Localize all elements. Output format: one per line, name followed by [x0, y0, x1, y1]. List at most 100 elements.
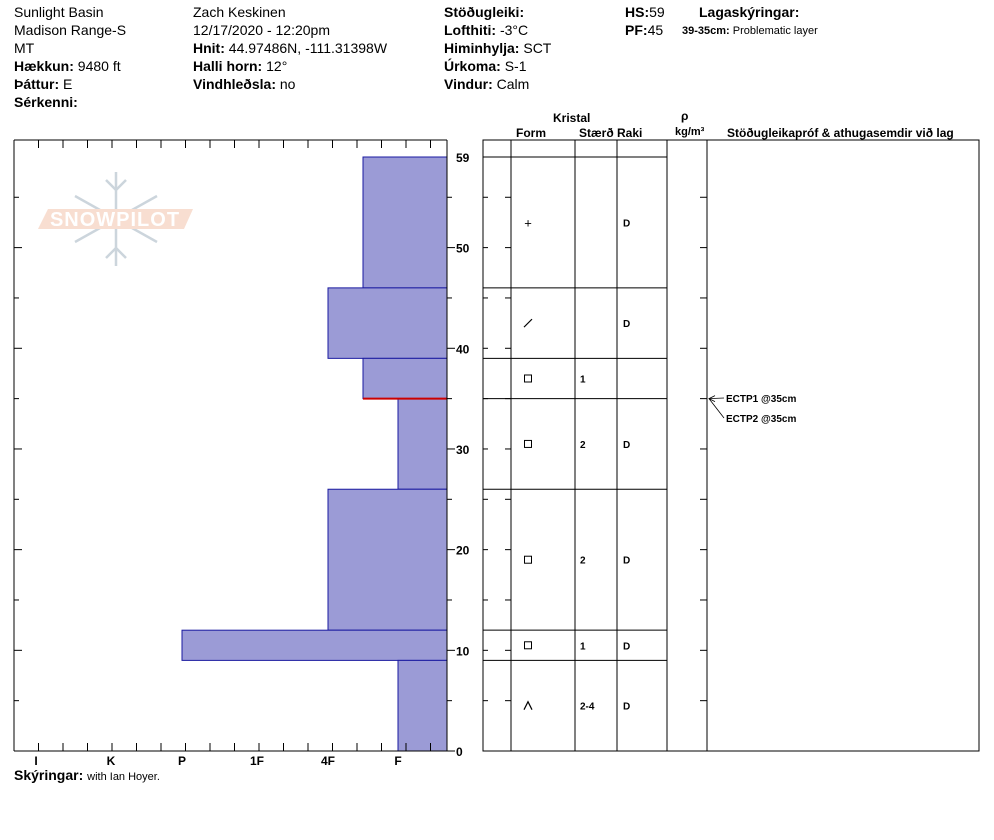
comments-label: Skýringar: [14, 767, 84, 783]
logo-banner [38, 209, 193, 229]
pf-field: PF:45 [625, 22, 663, 38]
hardness-label-P: P [178, 754, 186, 768]
chart-frame: 0 10 20 30 40 50 59 I K P 1F 4F F [13, 139, 470, 768]
hs-field: HS:59 [625, 4, 665, 20]
coords-label: Hnit: [193, 40, 225, 56]
hardness-label-K: K [107, 754, 116, 768]
test-pointer-line-2 [708, 398, 725, 419]
hardness-layer-bar-4 [397, 398, 448, 490]
coords-value: 44.97486N, -111.31398W [228, 40, 388, 56]
snowpilot-logo: SNOWPILOT [38, 172, 193, 266]
aspect-field: Þáttur: E [14, 76, 72, 92]
facets-icon [524, 641, 532, 650]
layer-moisture: D [623, 440, 630, 451]
hardness-label-4F: 4F [321, 754, 335, 768]
stability-label: Stöðugleiki: [444, 4, 525, 20]
depth-tick-label-59: 59 [456, 151, 470, 165]
crystal-header: Kristal [553, 111, 591, 125]
layer-grain-size: 2-4 [580, 702, 595, 713]
layer-moisture: D [623, 319, 630, 330]
tests-header: Stöðugleikapróf & athugasemdir við lag [727, 126, 954, 140]
observation-datetime: 12/17/2020 - 12:20pm [193, 22, 330, 38]
sky-value: SCT [523, 40, 552, 56]
hardness-layer-bar-3 [362, 357, 448, 400]
rho-header: ρ [681, 109, 689, 123]
pf-value: 45 [647, 22, 664, 38]
facets-icon [524, 439, 532, 448]
wind-loading-field: Vindhleðsla: no [193, 76, 295, 92]
form-header: Form [516, 126, 546, 140]
layer-table: + D D 1 2 D 2 D 1 D 2-4 D [482, 139, 980, 752]
test-arrowhead-icon [708, 395, 716, 402]
logo-text: SNOWPILOT [50, 209, 180, 231]
layer-moisture: D [623, 702, 630, 713]
wind-value: Calm [496, 76, 530, 92]
depth-tick-label-0: 0 [456, 745, 463, 759]
test-label-2: ECTP2 @35cm [726, 414, 796, 425]
layer-moisture: D [623, 218, 630, 229]
decomposing-icon [523, 318, 533, 328]
hardness-layer-bar-5 [327, 488, 448, 631]
depth-tick-label-50: 50 [456, 242, 470, 256]
precip-label: Úrkoma: [444, 58, 501, 74]
wind-loading-value: no [279, 76, 296, 92]
test-label-1: ECTP1 @35cm [726, 394, 796, 405]
slope-value: 12° [266, 58, 288, 74]
air-temp-value: -3°C [499, 22, 529, 38]
test-pointer-line-1 [708, 397, 725, 400]
hardness-label-F: F [394, 754, 401, 768]
hardness-layer-bar-1 [362, 156, 448, 289]
sky-label: Himinhylja: [444, 40, 520, 56]
layer-grain-size: 1 [580, 374, 586, 385]
layer-grain-size: 1 [580, 641, 586, 652]
comments-field: Skýringar: with Ian Hoyer. [14, 767, 160, 783]
hardness-profile [181, 156, 448, 752]
stability-tests: ECTP1 @35cm ECTP2 @35cm [708, 394, 796, 425]
precip-field: Úrkoma: S-1 [444, 58, 526, 74]
features-label: Sérkenni: [14, 94, 78, 110]
depth-hoar-icon [523, 700, 533, 710]
elevation-label: Hækkun: [14, 58, 74, 74]
legend-entry-value: Problematic layer [732, 25, 818, 37]
hardness-layer-bar-6 [181, 629, 448, 661]
facets-icon [524, 555, 532, 564]
hs-label: HS: [625, 4, 650, 20]
location-name: Sunlight Basin [14, 4, 104, 20]
moisture-header: Raki [617, 126, 643, 140]
depth-tick-label-10: 10 [456, 644, 470, 658]
hardness-label-1F: 1F [250, 754, 264, 768]
state-name: MT [14, 40, 35, 56]
comments-value: with Ian Hoyer. [87, 771, 160, 783]
wind-field: Vindur: Calm [444, 76, 529, 92]
elevation-value: 9480 ft [77, 58, 121, 74]
pf-label: PF: [625, 22, 648, 38]
layer-grain-size: 2 [580, 440, 586, 451]
sky-field: Himinhylja: SCT [444, 40, 551, 56]
elevation-field: Hækkun: 9480 ft [14, 58, 121, 74]
density-unit-header: kg/m³ [675, 126, 705, 138]
air-temp-field: Lofthiti: -3°C [444, 22, 528, 38]
air-temp-label: Lofthiti: [444, 22, 497, 38]
range-name: Madison Range-S [14, 22, 127, 38]
aspect-value: E [63, 76, 73, 92]
facets-icon [524, 374, 532, 383]
observer-name: Zach Keskinen [193, 4, 286, 20]
coords-field: Hnit: 44.97486N, -111.31398W [193, 40, 387, 56]
layer-grain-size: 2 [580, 556, 586, 567]
slope-label: Halli horn: [193, 58, 263, 74]
depth-tick-label-40: 40 [456, 342, 470, 356]
aspect-label: Þáttur: [14, 76, 60, 92]
snowflake-icon [74, 172, 158, 266]
wind-loading-label: Vindhleðsla: [193, 76, 276, 92]
legend-entry: 39-35cm: Problematic layer [682, 25, 818, 37]
new-snow-icon: + [524, 215, 532, 230]
legend-entry-key: 39-35cm: [682, 25, 730, 37]
precip-value: S-1 [504, 58, 527, 74]
hardness-layer-bar-7 [397, 659, 448, 752]
layer-moisture: D [623, 641, 630, 652]
depth-tick-label-20: 20 [456, 544, 470, 558]
hs-value: 59 [649, 4, 665, 20]
size-header: Stærð [579, 126, 614, 140]
table-outline [482, 139, 980, 752]
